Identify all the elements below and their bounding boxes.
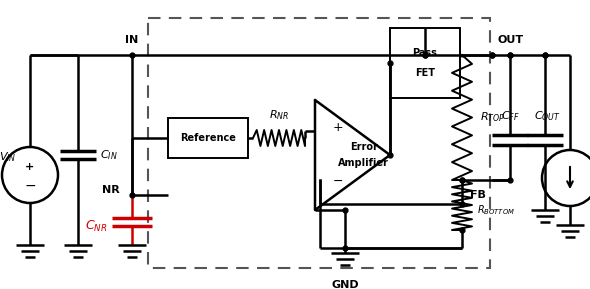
Bar: [148, 18, 490, 268]
Text: −: −: [24, 179, 36, 193]
Text: $R_{BOTTOM}$: $R_{BOTTOM}$: [477, 203, 515, 217]
Text: FB: FB: [470, 190, 486, 200]
Text: GND: GND: [331, 280, 359, 289]
Text: +: +: [25, 162, 35, 172]
Text: +: +: [333, 121, 343, 134]
Text: $C_{OUT}$: $C_{OUT}$: [533, 109, 560, 123]
Text: Amplifier: Amplifier: [338, 158, 389, 168]
Text: $R_{TOP}$: $R_{TOP}$: [480, 111, 505, 124]
Bar: [390, 28, 460, 98]
Text: $C_{NR}$: $C_{NR}$: [86, 218, 108, 234]
Text: $C_{IN}$: $C_{IN}$: [100, 148, 117, 162]
Text: Reference: Reference: [180, 133, 236, 143]
Text: OUT: OUT: [497, 35, 523, 45]
Text: $C_{FF}$: $C_{FF}$: [500, 109, 519, 123]
Text: FET: FET: [415, 68, 435, 79]
Text: $V_{IN}$: $V_{IN}$: [0, 150, 17, 164]
Text: Pass: Pass: [412, 47, 437, 58]
Bar: [168, 118, 248, 158]
Text: NR: NR: [102, 185, 120, 195]
Text: −: −: [333, 175, 343, 188]
Text: IN: IN: [125, 35, 139, 45]
Text: $R_{NR}$: $R_{NR}$: [269, 108, 289, 122]
Text: Error: Error: [350, 142, 378, 152]
